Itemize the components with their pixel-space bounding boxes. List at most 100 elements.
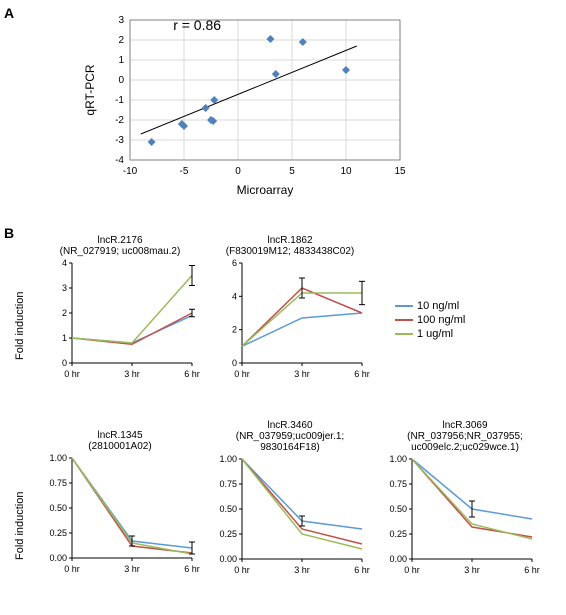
- chart-lncR3460: lncR.3460 (NR_037959;uc009jer.1; 9830164…: [210, 420, 370, 586]
- chart-title: lncR.3460 (NR_037959;uc009jer.1; 9830164…: [210, 420, 370, 453]
- svg-text:1.00: 1.00: [219, 454, 237, 464]
- legend-label-100: 100 ng/ml: [417, 314, 465, 326]
- chart-title: lncR.1862 (F830019M12; 4833438C02): [210, 235, 370, 257]
- legend: 10 ng/ml 100 ng/ml 1 ug/ml: [395, 300, 465, 340]
- svg-text:5: 5: [289, 166, 295, 177]
- svg-text:0.25: 0.25: [389, 529, 407, 539]
- line-chart-svg: 0.00 0.25 0.50 0.75 1.00 0 hr 3 hr 6 hr: [380, 453, 540, 583]
- svg-text:0.50: 0.50: [219, 504, 237, 514]
- legend-swatch-1u: [395, 333, 413, 335]
- svg-text:0.50: 0.50: [49, 503, 67, 513]
- legend-label-1u: 1 ug/ml: [417, 328, 453, 340]
- svg-text:-4: -4: [115, 155, 124, 166]
- svg-text:6 hr: 6 hr: [524, 565, 540, 575]
- svg-text:1.00: 1.00: [389, 454, 407, 464]
- svg-text:-10: -10: [123, 166, 138, 177]
- title-line: lncR.2176: [97, 235, 142, 246]
- svg-text:Microarray: Microarray: [237, 183, 294, 197]
- line-chart-svg: 0 2 4 6 0 hr 3 hr 6 hr: [210, 257, 370, 387]
- scatter-chart: -10-5051015-4-3-2-10123r = 0.86Microarra…: [80, 10, 410, 200]
- title-line: (NR_027919; uc008mau.2): [60, 246, 181, 257]
- title-line: lncR.3069: [442, 420, 487, 431]
- title-line: uc009elc.2;uc029wce.1): [411, 442, 519, 453]
- chart-lncR1862: lncR.1862 (F830019M12; 4833438C02) 02460…: [210, 235, 370, 390]
- svg-text:1.00: 1.00: [49, 453, 67, 463]
- legend-item: 100 ng/ml: [395, 314, 465, 326]
- svg-text:0 hr: 0 hr: [64, 564, 80, 574]
- svg-text:6 hr: 6 hr: [354, 565, 370, 575]
- svg-text:3 hr: 3 hr: [124, 564, 140, 574]
- fold-induction-label-row2: Fold induction: [14, 492, 26, 561]
- svg-text:3 hr: 3 hr: [124, 369, 140, 379]
- svg-text:0 hr: 0 hr: [234, 369, 250, 379]
- svg-text:1: 1: [118, 55, 124, 66]
- title-line: (NR_037956;NR_037955;: [407, 431, 523, 442]
- svg-text:qRT-PCR: qRT-PCR: [83, 64, 97, 115]
- svg-text:2: 2: [232, 325, 237, 335]
- title-line: lncR.3460: [267, 420, 312, 431]
- svg-text:2: 2: [62, 308, 67, 318]
- legend-label-10: 10 ng/ml: [417, 300, 459, 312]
- svg-text:6 hr: 6 hr: [184, 564, 200, 574]
- svg-text:6 hr: 6 hr: [184, 369, 200, 379]
- svg-text:3 hr: 3 hr: [294, 369, 310, 379]
- svg-text:0: 0: [62, 358, 67, 368]
- title-line: lncR.1862: [267, 235, 312, 246]
- legend-swatch-10: [395, 305, 413, 307]
- chart-lncR3069: lncR.3069 (NR_037956;NR_037955; uc009elc…: [380, 420, 550, 586]
- svg-text:4: 4: [62, 258, 67, 268]
- svg-text:0: 0: [235, 166, 241, 177]
- chart-lncR2176: lncR.2176 (NR_027919; uc008mau.2) 012340…: [40, 235, 200, 390]
- svg-text:1: 1: [62, 333, 67, 343]
- svg-text:0 hr: 0 hr: [234, 565, 250, 575]
- figure-page: A -10-5051015-4-3-2-10123r = 0.86Microar…: [0, 0, 566, 615]
- legend-item: 1 ug/ml: [395, 328, 465, 340]
- svg-text:2: 2: [118, 35, 124, 46]
- svg-text:3: 3: [62, 283, 67, 293]
- chart-title: lncR.3069 (NR_037956;NR_037955; uc009elc…: [380, 420, 550, 453]
- svg-text:0 hr: 0 hr: [64, 369, 80, 379]
- legend-swatch-100: [395, 319, 413, 321]
- svg-text:3: 3: [118, 15, 124, 26]
- svg-text:0: 0: [118, 75, 124, 86]
- svg-text:0 hr: 0 hr: [404, 565, 420, 575]
- svg-text:6: 6: [232, 258, 237, 268]
- line-chart-svg: 0.00 0.25 0.50 0.75 1.00 0 hr 3 hr 6 hr: [210, 453, 370, 583]
- svg-text:0.75: 0.75: [389, 479, 407, 489]
- svg-text:0.00: 0.00: [389, 554, 407, 564]
- svg-text:4: 4: [232, 291, 237, 301]
- panel-a-label: A: [4, 5, 14, 21]
- svg-text:3 hr: 3 hr: [464, 565, 480, 575]
- svg-text:-3: -3: [115, 135, 124, 146]
- svg-text:r = 0.86: r = 0.86: [173, 17, 221, 33]
- svg-text:0.75: 0.75: [219, 479, 237, 489]
- title-line: 9830164F18): [260, 442, 320, 453]
- title-line: (NR_037959;uc009jer.1;: [236, 431, 344, 442]
- title-line: (2810001A02): [88, 441, 151, 452]
- line-chart-svg: 0 1 2 3 4 0 hr 3 hr 6 hr: [40, 257, 200, 387]
- svg-text:-1: -1: [115, 95, 124, 106]
- svg-text:3 hr: 3 hr: [294, 565, 310, 575]
- svg-text:15: 15: [394, 166, 406, 177]
- legend-item: 10 ng/ml: [395, 300, 465, 312]
- svg-text:0.00: 0.00: [49, 553, 67, 563]
- svg-text:0.25: 0.25: [219, 529, 237, 539]
- chart-lncR1345: lncR.1345 (2810001A02) 0.00 0.25 0.50 0.75 1…: [40, 430, 200, 585]
- panel-b-label: B: [4, 225, 14, 241]
- svg-text:10: 10: [340, 166, 352, 177]
- title-line: lncR.1345: [97, 430, 142, 441]
- line-chart-svg: 0.00 0.25 0.50 0.75 1.00 0 hr 3 hr 6 hr: [40, 452, 200, 582]
- svg-text:-2: -2: [115, 115, 124, 126]
- svg-text:0.25: 0.25: [49, 528, 67, 538]
- chart-title: lncR.1345 (2810001A02): [40, 430, 200, 452]
- fold-induction-label-row1: Fold induction: [14, 292, 26, 361]
- scatter-svg: -10-5051015-4-3-2-10123r = 0.86Microarra…: [80, 10, 410, 200]
- title-line: (F830019M12; 4833438C02): [226, 246, 354, 257]
- svg-text:0.00: 0.00: [219, 554, 237, 564]
- chart-title: lncR.2176 (NR_027919; uc008mau.2): [40, 235, 200, 257]
- svg-text:6 hr: 6 hr: [354, 369, 370, 379]
- svg-text:0.50: 0.50: [389, 504, 407, 514]
- svg-text:-5: -5: [180, 166, 189, 177]
- svg-text:0: 0: [232, 358, 237, 368]
- svg-text:0.75: 0.75: [49, 478, 67, 488]
